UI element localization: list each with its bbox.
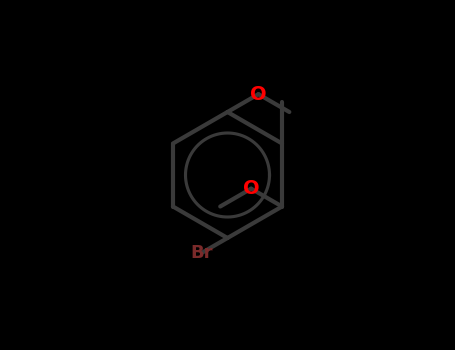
Text: O: O [250, 85, 267, 104]
Text: O: O [243, 179, 259, 198]
Text: Br: Br [191, 244, 213, 262]
